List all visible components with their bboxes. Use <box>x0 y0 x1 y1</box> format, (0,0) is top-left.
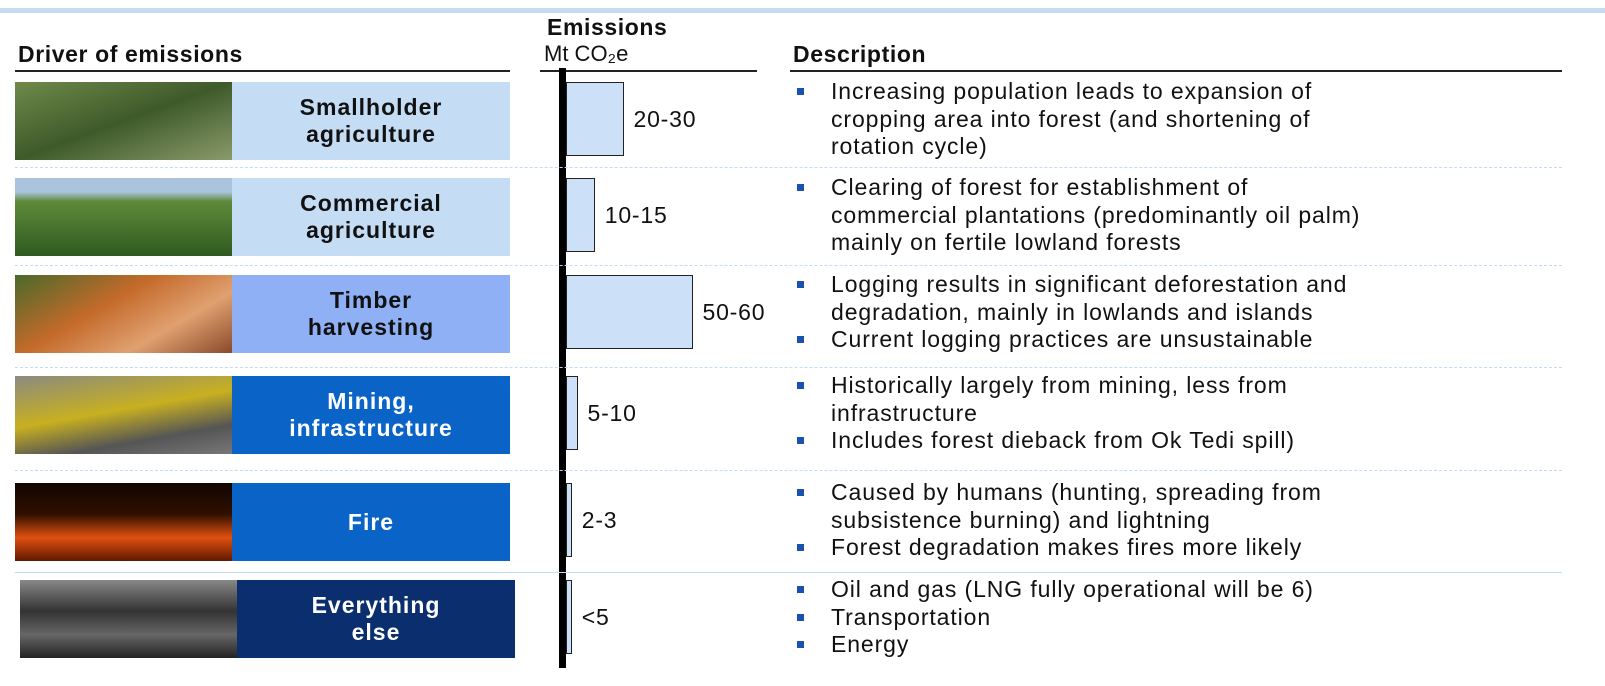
driver-text: Everything <box>312 592 441 619</box>
description-line: infrastructure <box>831 400 978 428</box>
driver-text: Timber <box>330 287 412 314</box>
value-label: 10-15 <box>605 202 668 229</box>
bullet <box>797 382 804 389</box>
value-label: 5-10 <box>588 400 637 427</box>
driver-label: Fire <box>232 483 510 561</box>
photo <box>15 376 232 454</box>
description-line: Logging results in significant deforesta… <box>831 271 1347 299</box>
description-line: Includes forest dieback from Ok Tedi spi… <box>831 427 1295 455</box>
driver-text: else <box>352 619 401 646</box>
row-separator <box>15 265 1562 266</box>
value-label: <5 <box>582 604 610 631</box>
driver-text: Smallholder <box>300 94 443 121</box>
description-line: Transportation <box>831 604 991 632</box>
bullet <box>797 586 804 593</box>
bullet <box>797 437 804 444</box>
description-line: Clearing of forest for establishment of <box>831 174 1248 202</box>
description-line: mainly on fertile lowland forests <box>831 229 1182 257</box>
photo <box>15 483 232 561</box>
driver-label: Mining,infrastructure <box>232 376 510 454</box>
header-rule <box>540 70 757 72</box>
bar <box>566 82 624 156</box>
photo <box>20 580 237 658</box>
row-separator <box>15 572 1562 573</box>
header-rule <box>790 70 1562 72</box>
description-line: Energy <box>831 631 909 659</box>
row-separator <box>15 167 1562 168</box>
bar <box>566 483 572 557</box>
bullet <box>797 336 804 343</box>
bullet <box>797 544 804 551</box>
bullet <box>797 641 804 648</box>
description-line: commercial plantations (predominantly oi… <box>831 202 1360 230</box>
row-separator <box>15 367 1562 368</box>
description-line: subsistence burning) and lightning <box>831 507 1211 535</box>
description-line: Forest degradation makes fires more like… <box>831 534 1302 562</box>
description-line: Increasing population leads to expansion… <box>831 78 1312 106</box>
bullet <box>797 489 804 496</box>
description-line: Caused by humans (hunting, spreading fro… <box>831 479 1322 507</box>
emissions-unit: Mt CO₂e <box>544 41 628 67</box>
driver-text: Fire <box>348 509 394 536</box>
description-line: cropping area into forest (and shortenin… <box>831 106 1310 134</box>
description-line: rotation cycle) <box>831 133 988 161</box>
description-line: Current logging practices are unsustaina… <box>831 326 1313 354</box>
driver-text: agriculture <box>306 217 436 244</box>
emissions-header: Emissions <box>547 14 667 41</box>
bullet <box>797 614 804 621</box>
photo <box>15 275 232 353</box>
description-line: Historically largely from mining, less f… <box>831 372 1288 400</box>
driver-header: Driver of emissions <box>18 41 243 68</box>
description-header: Description <box>793 41 926 68</box>
slide: Driver of emissions Emissions Mt CO₂e De… <box>0 0 1605 686</box>
bullet <box>797 281 804 288</box>
photo <box>15 178 232 256</box>
top-rule <box>0 8 1605 13</box>
value-label: 2-3 <box>582 507 618 534</box>
description-line: degradation, mainly in lowlands and isla… <box>831 299 1313 327</box>
row-separator <box>15 470 1562 471</box>
driver-text: infrastructure <box>289 415 453 442</box>
driver-text: Commercial <box>300 190 442 217</box>
photo <box>15 82 232 160</box>
bullet <box>797 184 804 191</box>
axis <box>559 68 566 668</box>
driver-text: agriculture <box>306 121 436 148</box>
header-rule <box>15 70 510 72</box>
bar <box>566 275 693 349</box>
bullet <box>797 88 804 95</box>
bar <box>566 580 572 654</box>
bar <box>566 376 578 450</box>
driver-text: harvesting <box>308 314 434 341</box>
value-label: 20-30 <box>634 106 697 133</box>
value-label: 50-60 <box>703 299 766 326</box>
description-line: Oil and gas (LNG fully operational will … <box>831 576 1314 604</box>
bar <box>566 178 595 252</box>
driver-text: Mining, <box>327 388 414 415</box>
